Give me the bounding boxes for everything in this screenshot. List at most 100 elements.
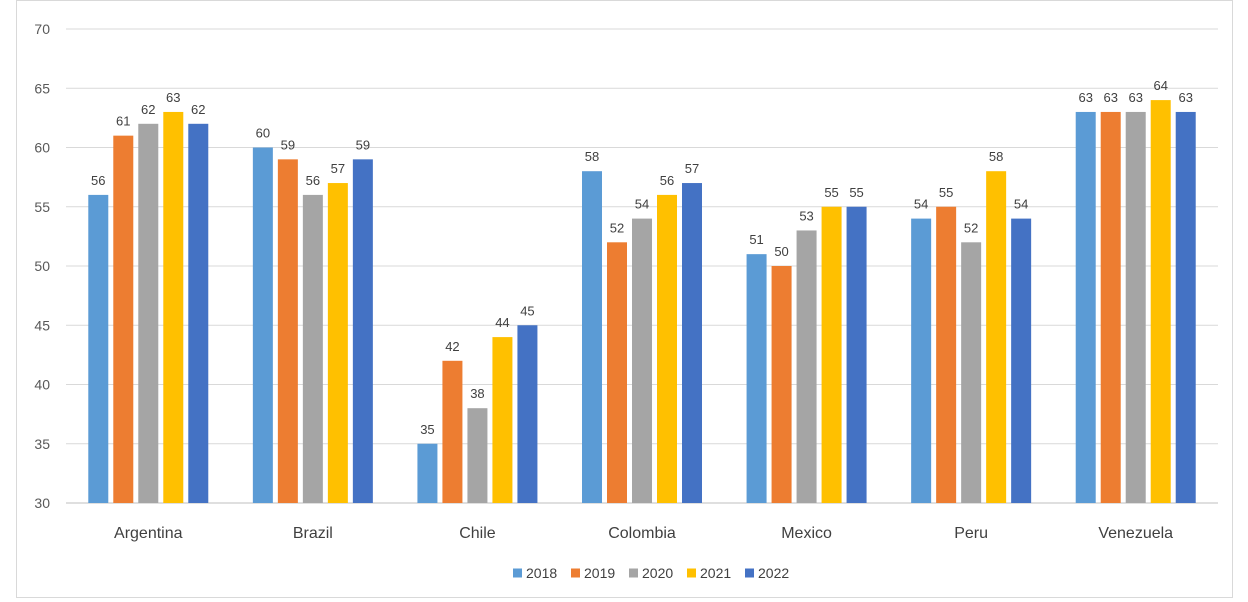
bar-2021-brazil [327,183,348,504]
data-label: 55 [824,185,838,200]
category-label-brazil: Brazil [293,525,333,542]
legend-swatch [629,568,638,578]
legend-swatch [687,568,696,578]
y-tick-label: 35 [34,436,50,452]
data-label: 45 [520,303,534,318]
bar-2018-colombia [582,171,602,503]
legend-item-2021: 2021 [687,565,731,581]
bars [88,100,1196,504]
data-label: 50 [774,244,788,259]
x-axis-categories: Argentina Brazil Chile Colombia Mexico Peru Ve… [114,525,1173,542]
data-label: 59 [356,137,370,152]
legend-label: 2019 [584,565,615,581]
category-label-mexico: Mexico [781,525,832,542]
data-label: 55 [849,185,863,200]
bar-2021-colombia [657,194,677,503]
data-label: 63 [1178,90,1192,105]
legend-item-2018: 2018 [513,565,557,581]
data-label: 53 [799,208,813,223]
bar-2021-peru [986,171,1007,503]
bar-2020-peru [961,242,982,504]
bar-2022-argentina [188,123,209,504]
data-label: 59 [281,137,295,152]
data-label: 63 [1078,90,1092,105]
bar-2020-argentina [138,123,159,504]
bar-2020-venezuela [1125,111,1146,503]
data-label: 56 [91,173,105,188]
bar-2018-chile [417,443,438,503]
data-label: 60 [256,126,270,141]
bar-2018-brazil [252,147,273,503]
bar-2020-brazil [302,194,323,503]
bar-2021-venezuela [1150,100,1171,503]
legend-label: 2021 [700,565,731,581]
bar-2021-argentina [163,111,184,503]
bar-2020-chile [467,408,488,503]
bar-chart: 30 35 40 45 50 55 60 65 70 56 61 62 63 62 60 59 56 57 59 3… [34,21,1218,581]
data-label: 52 [610,220,624,235]
category-label-argentina: Argentina [114,525,183,542]
bar-2022-venezuela [1175,111,1196,503]
bar-2020-colombia [632,218,652,503]
bar-2018-mexico [746,254,767,503]
data-labels: 56 61 62 63 62 60 59 56 57 59 35 42 38 44 45 58 52 54 56 57… [91,78,1193,437]
data-label: 54 [914,197,928,212]
y-tick-label: 55 [34,199,50,215]
data-label: 51 [749,232,763,247]
data-label: 54 [635,197,649,212]
data-label: 58 [989,149,1003,164]
legend-label: 2022 [758,565,789,581]
bar-2018-peru [911,218,932,503]
chart-area: 30 35 40 45 50 55 60 65 70 56 61 62 63 62 60 59 56 57 59 3… [16,0,1233,598]
data-label: 42 [445,339,459,354]
legend-label: 2018 [526,565,557,581]
data-label: 56 [660,173,674,188]
legend-label: 2020 [642,565,673,581]
data-label: 56 [306,173,320,188]
data-label: 55 [939,185,953,200]
bar-2019-colombia [607,242,627,504]
y-axis-ticks: 30 35 40 45 50 55 60 65 70 [34,21,50,511]
bar-2022-brazil [352,159,373,503]
bar-2022-peru [1011,218,1032,503]
y-tick-label: 30 [34,495,50,511]
data-label: 63 [1128,90,1142,105]
data-label: 35 [420,422,434,437]
bar-2019-brazil [277,159,298,503]
y-tick-label: 50 [34,258,50,274]
data-label: 63 [166,90,180,105]
y-tick-label: 70 [34,21,50,37]
bar-2019-peru [936,206,957,503]
category-label-chile: Chile [459,525,496,542]
bar-2022-mexico [846,206,867,503]
bar-2019-venezuela [1100,111,1121,503]
legend-item-2022: 2022 [745,565,789,581]
bar-2018-argentina [88,194,109,503]
bar-2021-mexico [821,206,842,503]
data-label: 57 [331,161,345,176]
data-label: 52 [964,220,978,235]
data-label: 62 [141,102,155,117]
bar-2019-chile [442,360,463,503]
data-label: 58 [585,149,599,164]
category-label-peru: Peru [954,525,988,542]
data-label: 64 [1153,78,1167,93]
data-label: 63 [1103,90,1117,105]
bar-2018-venezuela [1075,111,1096,503]
data-label: 62 [191,102,205,117]
data-label: 44 [495,315,509,330]
bar-2022-colombia [682,183,702,504]
bar-2020-mexico [796,230,817,503]
category-label-venezuela: Venezuela [1098,525,1173,542]
data-label: 38 [470,386,484,401]
legend-swatch [571,568,580,578]
y-tick-label: 40 [34,377,50,393]
data-label: 54 [1014,197,1028,212]
bar-2022-chile [517,325,538,503]
y-tick-label: 45 [34,317,50,333]
legend-swatch [745,568,754,578]
y-tick-label: 65 [34,80,50,96]
data-label: 61 [116,114,130,129]
data-label: 57 [685,161,699,176]
legend-swatch [513,568,522,578]
